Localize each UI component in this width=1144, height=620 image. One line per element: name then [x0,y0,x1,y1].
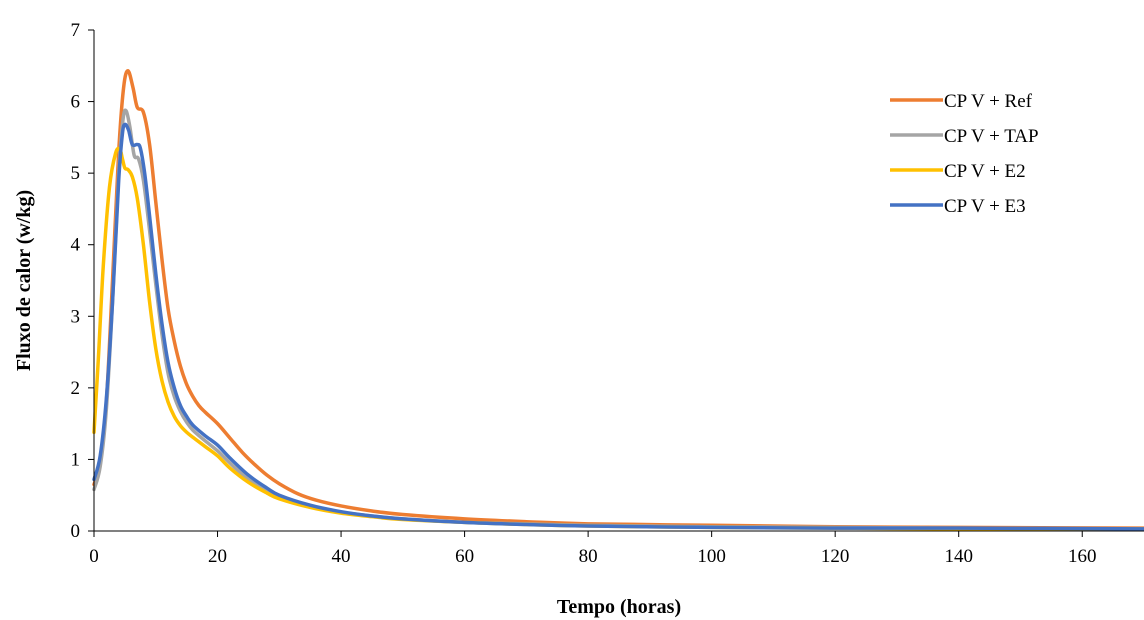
y-tick-label: 6 [71,92,81,113]
legend-label: CP V + E3 [944,196,1026,217]
y-tick-label: 7 [71,20,81,41]
x-axis-title: Tempo (horas) [557,596,681,618]
x-tick-label: 0 [89,546,99,567]
x-axis-ticks: 0 20 40 60 80 100 120 140 160 [89,531,1096,567]
x-tick-label: 120 [821,546,850,567]
legend-label: CP V + Ref [944,91,1033,112]
x-tick-label: 100 [697,546,726,567]
x-tick-label: 80 [579,546,598,567]
y-tick-label: 0 [71,521,81,542]
series-line-4 [92,122,1144,531]
y-axis-title: Fluxo de calor (w/kg) [13,190,35,371]
y-axis-ticks: 0 1 2 3 4 5 6 7 [71,20,94,542]
x-tick-label: 140 [944,546,973,567]
legend: CP V + Ref CP V + TAP CP V + E2 CP V + E3 [890,91,1039,217]
x-tick-label: 60 [455,546,474,567]
y-tick-label: 4 [71,235,81,256]
x-tick-label: 40 [332,546,351,567]
y-tick-label: 5 [71,163,81,184]
legend-label: CP V + E2 [944,161,1026,182]
series-line-1 [92,69,1144,530]
x-tick-label: 20 [208,546,227,567]
y-tick-label: 3 [71,306,81,327]
plot-area [92,69,1144,531]
y-tick-label: 1 [71,449,81,470]
legend-label: CP V + TAP [944,126,1039,147]
y-tick-label: 2 [71,378,81,399]
x-tick-label: 160 [1068,546,1097,567]
axes: 0 1 2 3 4 5 6 7 0 20 40 60 80 100 120 140 160 [71,20,1144,567]
